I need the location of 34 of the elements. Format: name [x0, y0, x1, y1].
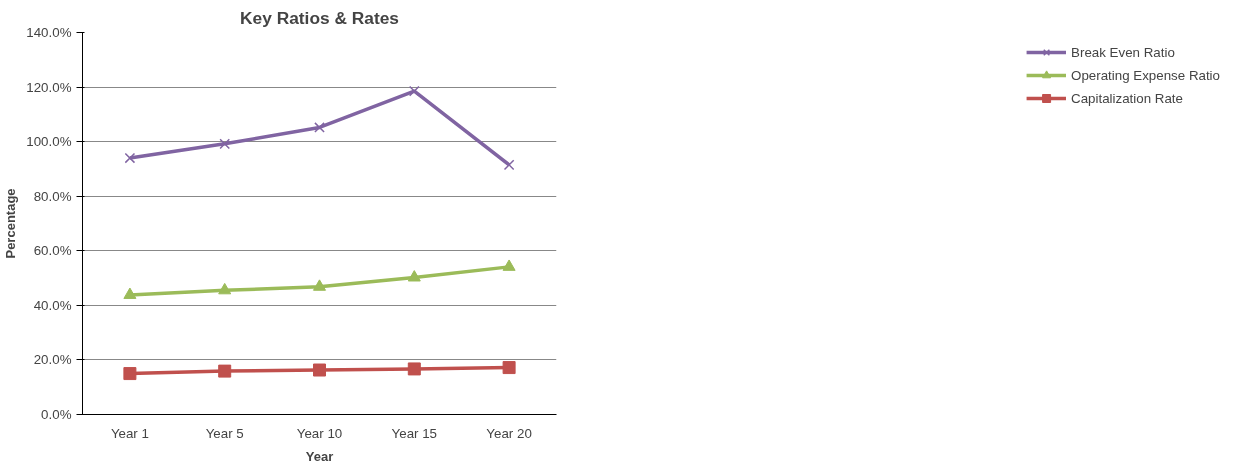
x-axis-title: Year	[305, 448, 334, 464]
x-tick-label: Year 10	[296, 425, 343, 441]
point	[219, 138, 231, 150]
point	[313, 279, 326, 291]
point	[123, 287, 137, 299]
point	[502, 361, 516, 375]
point	[124, 152, 136, 164]
x-tick-label: Year 5	[205, 425, 244, 441]
legend-label: Capitalization Rate	[1071, 90, 1183, 106]
legend-label: Break Even Ratio	[1071, 44, 1175, 60]
point	[123, 367, 137, 381]
y-tick-label: 100.0%	[26, 134, 72, 150]
y-tick-label: 120.0%	[26, 79, 72, 95]
point	[218, 282, 232, 295]
point	[218, 364, 232, 378]
y-tick-label: 40.0%	[33, 297, 72, 313]
x-tick-label: Year 15	[391, 425, 438, 441]
point	[407, 270, 421, 282]
y-tick-label: 20.0%	[33, 352, 72, 368]
y-tick-label: 80.0%	[33, 188, 72, 204]
x-tick-label: Year 1	[110, 425, 149, 441]
x-tick-label: Year 20	[486, 425, 532, 441]
y-tick-label: 60.0%	[33, 243, 72, 259]
point	[314, 122, 325, 133]
legend-label: Operating Expense Ratio	[1071, 67, 1220, 83]
point	[502, 259, 516, 271]
y-tick-label: 140.0%	[26, 25, 72, 40]
point	[408, 85, 420, 97]
y-tick-label: 0.0%	[41, 407, 72, 422]
point	[503, 159, 515, 171]
point	[313, 363, 326, 377]
y-axis-title: Percentage	[3, 188, 19, 259]
chart-title: Key Ratios & Rates	[240, 7, 399, 28]
point	[407, 362, 421, 376]
